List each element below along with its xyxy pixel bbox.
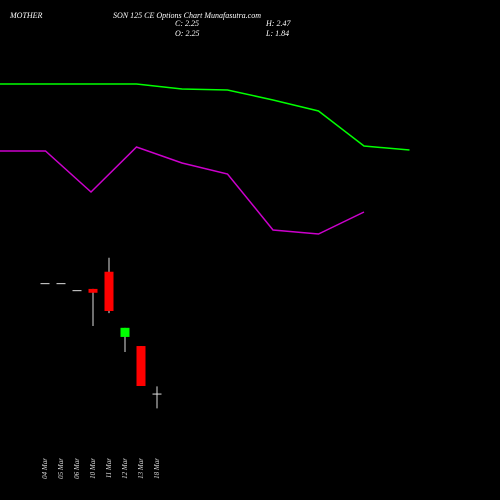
candle-body [104, 271, 114, 311]
x-tick-label: 11 Mar [105, 458, 113, 479]
stat: H: 2.47 [265, 19, 291, 28]
stat: L: 1.84 [265, 29, 289, 38]
candle-body [88, 288, 98, 293]
candle-body [56, 283, 66, 285]
stat: O: 2.25 [175, 29, 199, 38]
candle-body [72, 290, 82, 292]
chart-title: MOTHER [9, 11, 43, 20]
trend-line [0, 83, 410, 151]
x-tick-label: 04 Mar [41, 458, 49, 479]
x-tick-label: 13 Mar [137, 458, 145, 479]
chart-title: SON 125 CE Options Chart Munafasutra.com [113, 11, 261, 20]
stat: C: 2.25 [175, 19, 199, 28]
x-tick-label: 10 Mar [89, 458, 97, 479]
trend-line [0, 146, 365, 235]
x-tick-label: 12 Mar [121, 458, 129, 479]
candle-body [120, 327, 130, 337]
x-tick-label: 05 Mar [57, 458, 65, 479]
x-tick-label: 18 Mar [153, 458, 161, 479]
candle-body [152, 393, 162, 395]
x-tick-label: 06 Mar [73, 458, 81, 479]
candle-body [40, 283, 50, 285]
candle-body [136, 346, 146, 386]
